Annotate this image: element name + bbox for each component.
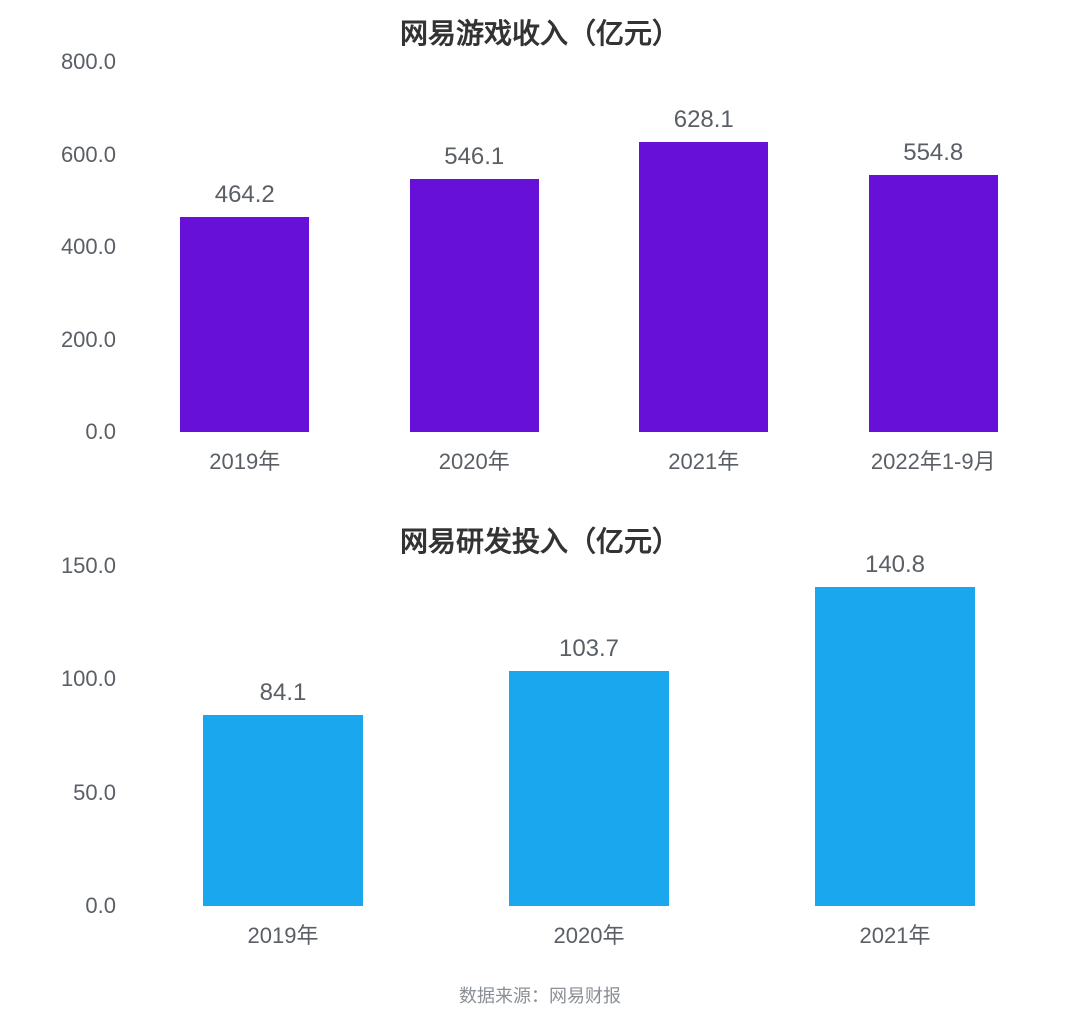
revenue-bar <box>869 175 998 432</box>
rnd-y-tick: 150.0 <box>0 553 116 579</box>
rnd-bar <box>509 671 668 906</box>
rnd-chart-plot: 0.050.0100.0150.0 84.1103.7140.8 <box>130 566 1048 906</box>
revenue-bars: 464.2546.1 628.1554.8 <box>130 62 1048 432</box>
revenue-chart-plot: 0.0200.0400.0600.0800.0 464.2546.1628.15… <box>130 62 1048 432</box>
rnd-y-tick: 0.0 <box>0 893 116 919</box>
revenue-bar-slot: 546.1 <box>360 62 590 432</box>
revenue-bar-value: 628.1 <box>589 106 819 134</box>
data-source: 数据来源：网易财报 <box>0 982 1080 1008</box>
revenue-x-label: 2021年 <box>589 444 819 476</box>
revenue-x-label: 2020年 <box>360 444 590 476</box>
rnd-bars: 84.1103.7140.8 <box>130 566 1048 906</box>
revenue-bar-slot: 554.8 <box>819 62 1049 432</box>
rnd-bar-slot: 140.8 <box>742 566 1048 906</box>
revenue-x-label: 2022年1-9月 <box>819 444 1049 476</box>
rnd-bar-value: 103.7 <box>436 635 742 663</box>
revenue-y-tick: 0.0 <box>0 419 116 445</box>
rnd-bar <box>815 587 974 906</box>
rnd-x-label: 2020年 <box>436 918 742 950</box>
revenue-x-labels: 2019年2020年2021年2022年1-9月 <box>0 444 1080 484</box>
revenue-x-label: 2019年 <box>130 444 360 476</box>
revenue-y-tick: 600.0 <box>0 142 116 168</box>
rnd-bar <box>203 715 362 906</box>
rnd-bar-value: 84.1 <box>130 679 436 707</box>
revenue-bar-value: 546.1 <box>360 143 590 171</box>
revenue-chart-panel: 网易游戏收入（亿元） 0.0 200.0 400.0 600.0 800.0 464.2… <box>0 0 1080 510</box>
rnd-x-label: 2019年 <box>130 918 436 950</box>
revenue-bar-slot: 628.1 <box>589 62 819 432</box>
revenue-bar <box>410 179 539 432</box>
revenue-chart-title: 网易游戏收入（亿元） <box>0 12 1080 52</box>
rnd-x-labels: 2019年2020年2021年 <box>0 918 1080 958</box>
revenue-bar <box>180 217 309 432</box>
rnd-y-tick: 50.0 <box>0 780 116 806</box>
revenue-bar-slot: 464.2 <box>130 62 360 432</box>
revenue-bar-value: 554.8 <box>819 139 1049 167</box>
revenue-bar-value: 464.2 <box>130 181 360 209</box>
rnd-bar-value: 140.8 <box>742 551 1048 579</box>
rnd-y-tick: 100.0 <box>0 666 116 692</box>
revenue-y-tick: 200.0 <box>0 327 116 353</box>
revenue-y-tick: 800.0 <box>0 49 116 75</box>
rnd-bar-slot: 103.7 <box>436 566 742 906</box>
revenue-y-tick: 400.0 <box>0 234 116 260</box>
revenue-bar <box>639 142 768 432</box>
rnd-x-label: 2021年 <box>742 918 1048 950</box>
rnd-chart-panel: 网易研发投入（亿元） 0.050.0100.0150.0 84.1103.714… <box>0 510 1080 970</box>
rnd-bar-slot: 84.1 <box>130 566 436 906</box>
